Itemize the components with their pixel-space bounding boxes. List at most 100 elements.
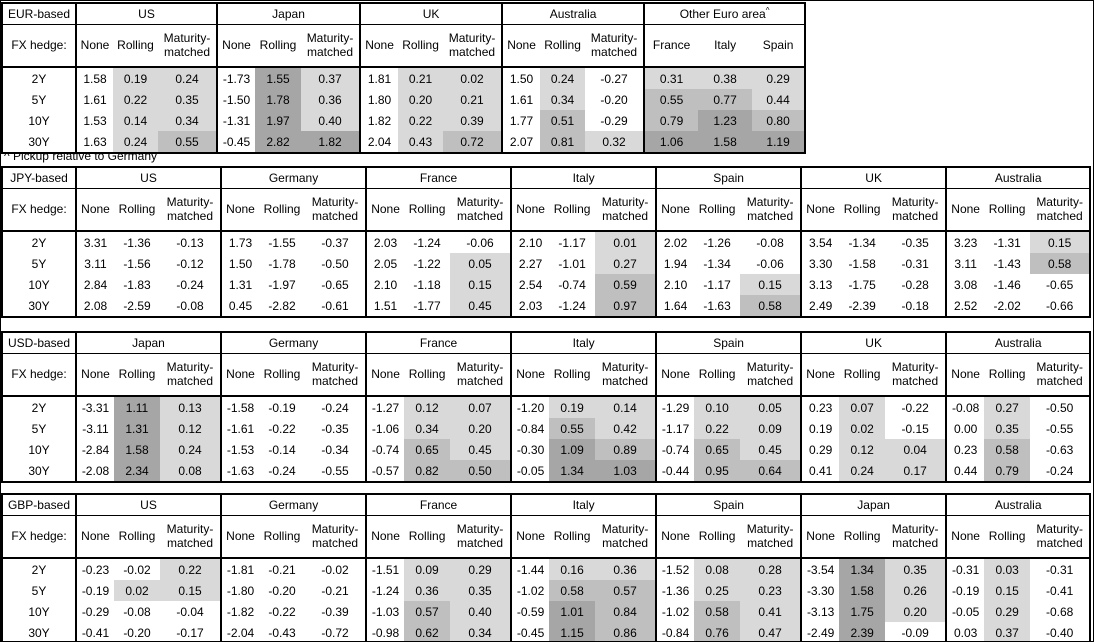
hedge-header-rolling: Rolling [839,188,886,232]
cell-gbp-based-spain-5y-none: -1.36 [655,580,695,601]
cell-eur-based-other-euro-area-30y-italy: 1.58 [698,131,753,153]
cell-gbp-based-france-10y-maturity-matched: 0.40 [450,601,512,622]
cell-usd-based-germany-10y-none: -1.53 [220,439,260,460]
cell-gbp-based-germany-5y-rolling: -0.20 [259,580,306,601]
cell-usd-based-spain-10y-maturity-matched: 0.45 [740,439,802,460]
country-header-italy: Italy [510,167,657,189]
cell-eur-based-uk-10y-none: 1.82 [359,110,399,131]
country-header-uk: UK [800,332,947,354]
cell-eur-based-uk-2y-rolling: 0.21 [398,67,444,89]
cell-eur-based-other-euro-area-10y-spain: 0.80 [752,110,806,131]
cell-usd-based-australia-5y-none: 0.00 [945,418,985,439]
cell-usd-based-spain-10y-rolling: 0.65 [694,439,741,460]
cell-gbp-based-italy-2y-rolling: 0.16 [549,558,596,580]
cell-gbp-based-germany-30y-rolling: -0.43 [259,622,306,641]
cell-jpy-based-spain-2y-maturity-matched: -0.08 [740,231,802,253]
cell-eur-based-us-2y-maturity-matched: 0.24 [158,67,218,89]
cell-jpy-based-australia-2y-rolling: -1.31 [984,231,1031,253]
tenor-label-5y: 5Y [2,580,76,601]
cell-usd-based-germany-30y-none: -1.63 [220,460,260,482]
tenor-label-5y: 5Y [2,418,76,439]
hedge-header-none: None [359,24,399,68]
cell-gbp-based-italy-5y-rolling: 0.58 [549,580,596,601]
tenor-label-30y: 30Y [2,131,76,153]
cell-usd-based-australia-5y-maturity-matched: -0.55 [1030,418,1091,439]
cell-usd-based-spain-5y-none: -1.17 [655,418,695,439]
cell-jpy-based-australia-30y-maturity-matched: -0.66 [1030,295,1091,317]
cell-usd-based-italy-5y-maturity-matched: 0.42 [595,418,657,439]
hedge-header-rolling: Rolling [255,24,302,68]
cell-jpy-based-italy-10y-none: 2.54 [510,274,550,295]
cell-jpy-based-italy-30y-rolling: -1.24 [549,295,596,317]
hedge-header-none: None [655,353,695,397]
hedge-header-rolling: Rolling [984,515,1031,559]
cell-eur-based-other-euro-area-5y-italy: 0.77 [698,89,753,110]
cell-jpy-based-uk-10y-maturity-matched: -0.28 [885,274,947,295]
cell-usd-based-uk-10y-rolling: 0.12 [839,439,886,460]
cell-usd-based-spain-2y-none: -1.29 [655,396,695,418]
cell-eur-based-uk-30y-none: 2.04 [359,131,399,153]
cell-usd-based-australia-30y-none: 0.44 [945,460,985,482]
hedge-header-none: None [75,24,113,68]
cell-usd-based-australia-10y-maturity-matched: -0.63 [1030,439,1091,460]
cell-gbp-based-us-5y-none: -0.19 [75,580,114,601]
cell-usd-based-italy-10y-none: -0.30 [510,439,550,460]
cell-eur-based-japan-2y-rolling: 1.55 [255,67,302,89]
cell-jpy-based-spain-5y-none: 1.94 [655,253,695,274]
hedge-header-rolling: Rolling [404,353,451,397]
cell-usd-based-uk-30y-rolling: 0.24 [839,460,886,482]
cell-usd-based-japan-5y-maturity-matched: 0.12 [160,418,222,439]
cell-gbp-based-australia-2y-none: -0.31 [945,558,985,580]
hedge-header-maturity-matched: Maturity-matched [160,515,222,559]
tenor-label-2y: 2Y [2,231,76,253]
hedge-header-rolling: Rolling [549,353,596,397]
hedge-header-none: None [75,188,114,232]
cell-jpy-based-australia-5y-rolling: -1.43 [984,253,1031,274]
cell-usd-based-italy-5y-rolling: 0.55 [549,418,596,439]
cell-jpy-based-uk-5y-maturity-matched: -0.31 [885,253,947,274]
hedge-header-maturity-matched: Maturity-matched [305,188,367,232]
cell-gbp-based-japan-10y-rolling: 1.75 [839,601,886,622]
hedge-header-none: None [945,353,985,397]
cell-gbp-based-us-5y-maturity-matched: 0.15 [160,580,222,601]
cell-gbp-based-spain-10y-none: -1.02 [655,601,695,622]
hedge-header-maturity-matched: Maturity-matched [585,24,645,68]
hedge-header-none: None [501,24,541,68]
cell-usd-based-italy-10y-rolling: 1.09 [549,439,596,460]
fx-hedge-label: FX hedge: [2,353,76,397]
cell-jpy-based-us-2y-none: 3.31 [75,231,114,253]
cell-jpy-based-germany-5y-maturity-matched: -0.50 [305,253,367,274]
cell-eur-based-other-euro-area-2y-france: 0.31 [643,67,699,89]
cell-jpy-based-us-10y-maturity-matched: -0.24 [160,274,222,295]
cell-gbp-based-italy-5y-none: -1.02 [510,580,550,601]
cell-usd-based-spain-10y-none: -0.74 [655,439,695,460]
cell-usd-based-spain-30y-maturity-matched: 0.64 [740,460,802,482]
country-header-japan: Japan [74,332,222,354]
cell-gbp-based-germany-2y-maturity-matched: -0.02 [305,558,367,580]
cell-jpy-based-germany-10y-rolling: -1.97 [259,274,306,295]
hedge-header-none: None [655,188,695,232]
cell-usd-based-spain-2y-maturity-matched: 0.05 [740,396,802,418]
hedge-header-maturity-matched: Maturity-matched [1030,353,1091,397]
cell-usd-based-italy-30y-none: -0.05 [510,460,550,482]
hedge-header-none: None [510,515,550,559]
country-header-japan: Japan [800,494,947,516]
hedge-header-maturity-matched: Maturity-matched [305,353,367,397]
hedge-header-maturity-matched: Maturity-matched [595,515,657,559]
cell-gbp-based-spain-2y-maturity-matched: 0.28 [740,558,802,580]
hedge-header-rolling: Rolling [113,24,158,68]
cell-usd-based-france-5y-none: -1.06 [365,418,405,439]
cell-jpy-based-spain-30y-maturity-matched: 0.58 [740,295,802,317]
hedge-header-maturity-matched: Maturity-matched [885,353,947,397]
cell-jpy-based-uk-30y-rolling: -2.39 [839,295,886,317]
cell-usd-based-japan-2y-maturity-matched: 0.13 [160,396,222,418]
cell-usd-based-uk-5y-none: 0.19 [800,418,840,439]
cell-gbp-based-italy-2y-none: -1.44 [510,558,550,580]
cell-gbp-based-spain-10y-maturity-matched: 0.41 [740,601,802,622]
cell-gbp-based-japan-10y-none: -3.13 [800,601,840,622]
cell-gbp-based-japan-30y-rolling: 2.39 [839,622,886,641]
cell-eur-based-other-euro-area-10y-italy: 1.23 [698,110,753,131]
cell-jpy-based-us-30y-maturity-matched: -0.08 [160,295,222,317]
country-header-france: France [365,332,512,354]
